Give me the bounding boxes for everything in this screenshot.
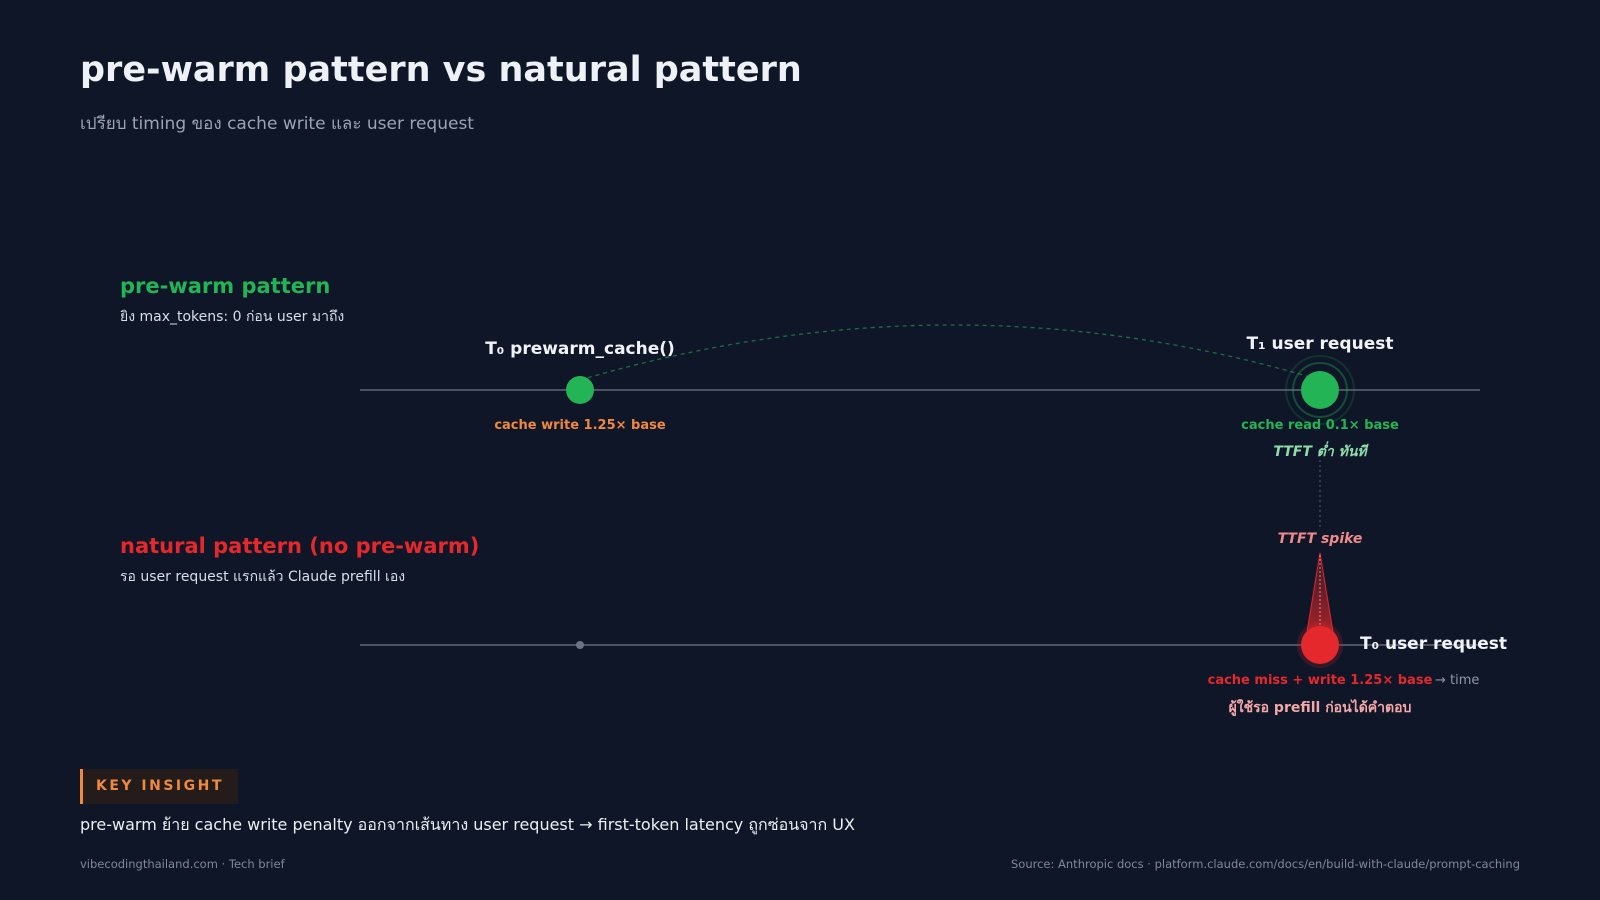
user-request-glow-outer — [1285, 355, 1355, 425]
ttft-spike-label: TTFT spike — [1277, 531, 1363, 547]
natural-heading: natural pattern (no pre-warm) — [120, 534, 480, 558]
prewarm-event-note: cache write 1.25× base — [494, 418, 666, 433]
user-request-title: T₁ user request — [1246, 334, 1394, 354]
cache-reuse-arc — [579, 324, 1321, 381]
user-request-sub: TTFT ต่ำ ทันที — [1273, 444, 1367, 460]
prewarm-desc: ยิง max_tokens: 0 ก่อน user มาถึง — [120, 309, 345, 325]
user-request-note: cache read 0.1× base — [1241, 418, 1399, 433]
page-subtitle: เปรียบ timing ของ cache write และ user r… — [80, 114, 474, 134]
natural-request-dot — [1301, 626, 1339, 664]
natural-desc: รอ user request แรกแล้ว Claude prefill เ… — [120, 569, 406, 585]
user-request-glow-inner — [1292, 362, 1348, 418]
user-request-dot — [1301, 371, 1339, 409]
time-axis-label: → time — [1435, 673, 1480, 688]
ttft-spike-edge-right — [1319, 552, 1335, 639]
natural-request-sub: ผู้ใช้รอ prefill ก่อนได้คำตอบ — [1228, 700, 1412, 716]
natural-marker-dot — [576, 641, 584, 649]
natural-request-title: T₀ user request — [1360, 634, 1507, 654]
key-insight-text: pre-warm ย้าย cache write penalty ออกจาก… — [80, 815, 855, 834]
prewarm-heading: pre-warm pattern — [120, 274, 331, 298]
prewarm-event-title: T₀ prewarm_cache() — [485, 339, 675, 359]
page-title: pre-warm pattern vs natural pattern — [80, 50, 802, 90]
prewarm-dot — [566, 376, 594, 404]
footer-source: Source: Anthropic docs · platform.claude… — [1011, 857, 1520, 871]
ttft-spike-edge-left — [1305, 552, 1321, 639]
footer-credit: vibecodingthailand.com · Tech brief — [80, 857, 285, 871]
key-insight-badge: KEY INSIGHT — [80, 769, 238, 804]
natural-request-note: cache miss + write 1.25× base — [1207, 673, 1433, 688]
